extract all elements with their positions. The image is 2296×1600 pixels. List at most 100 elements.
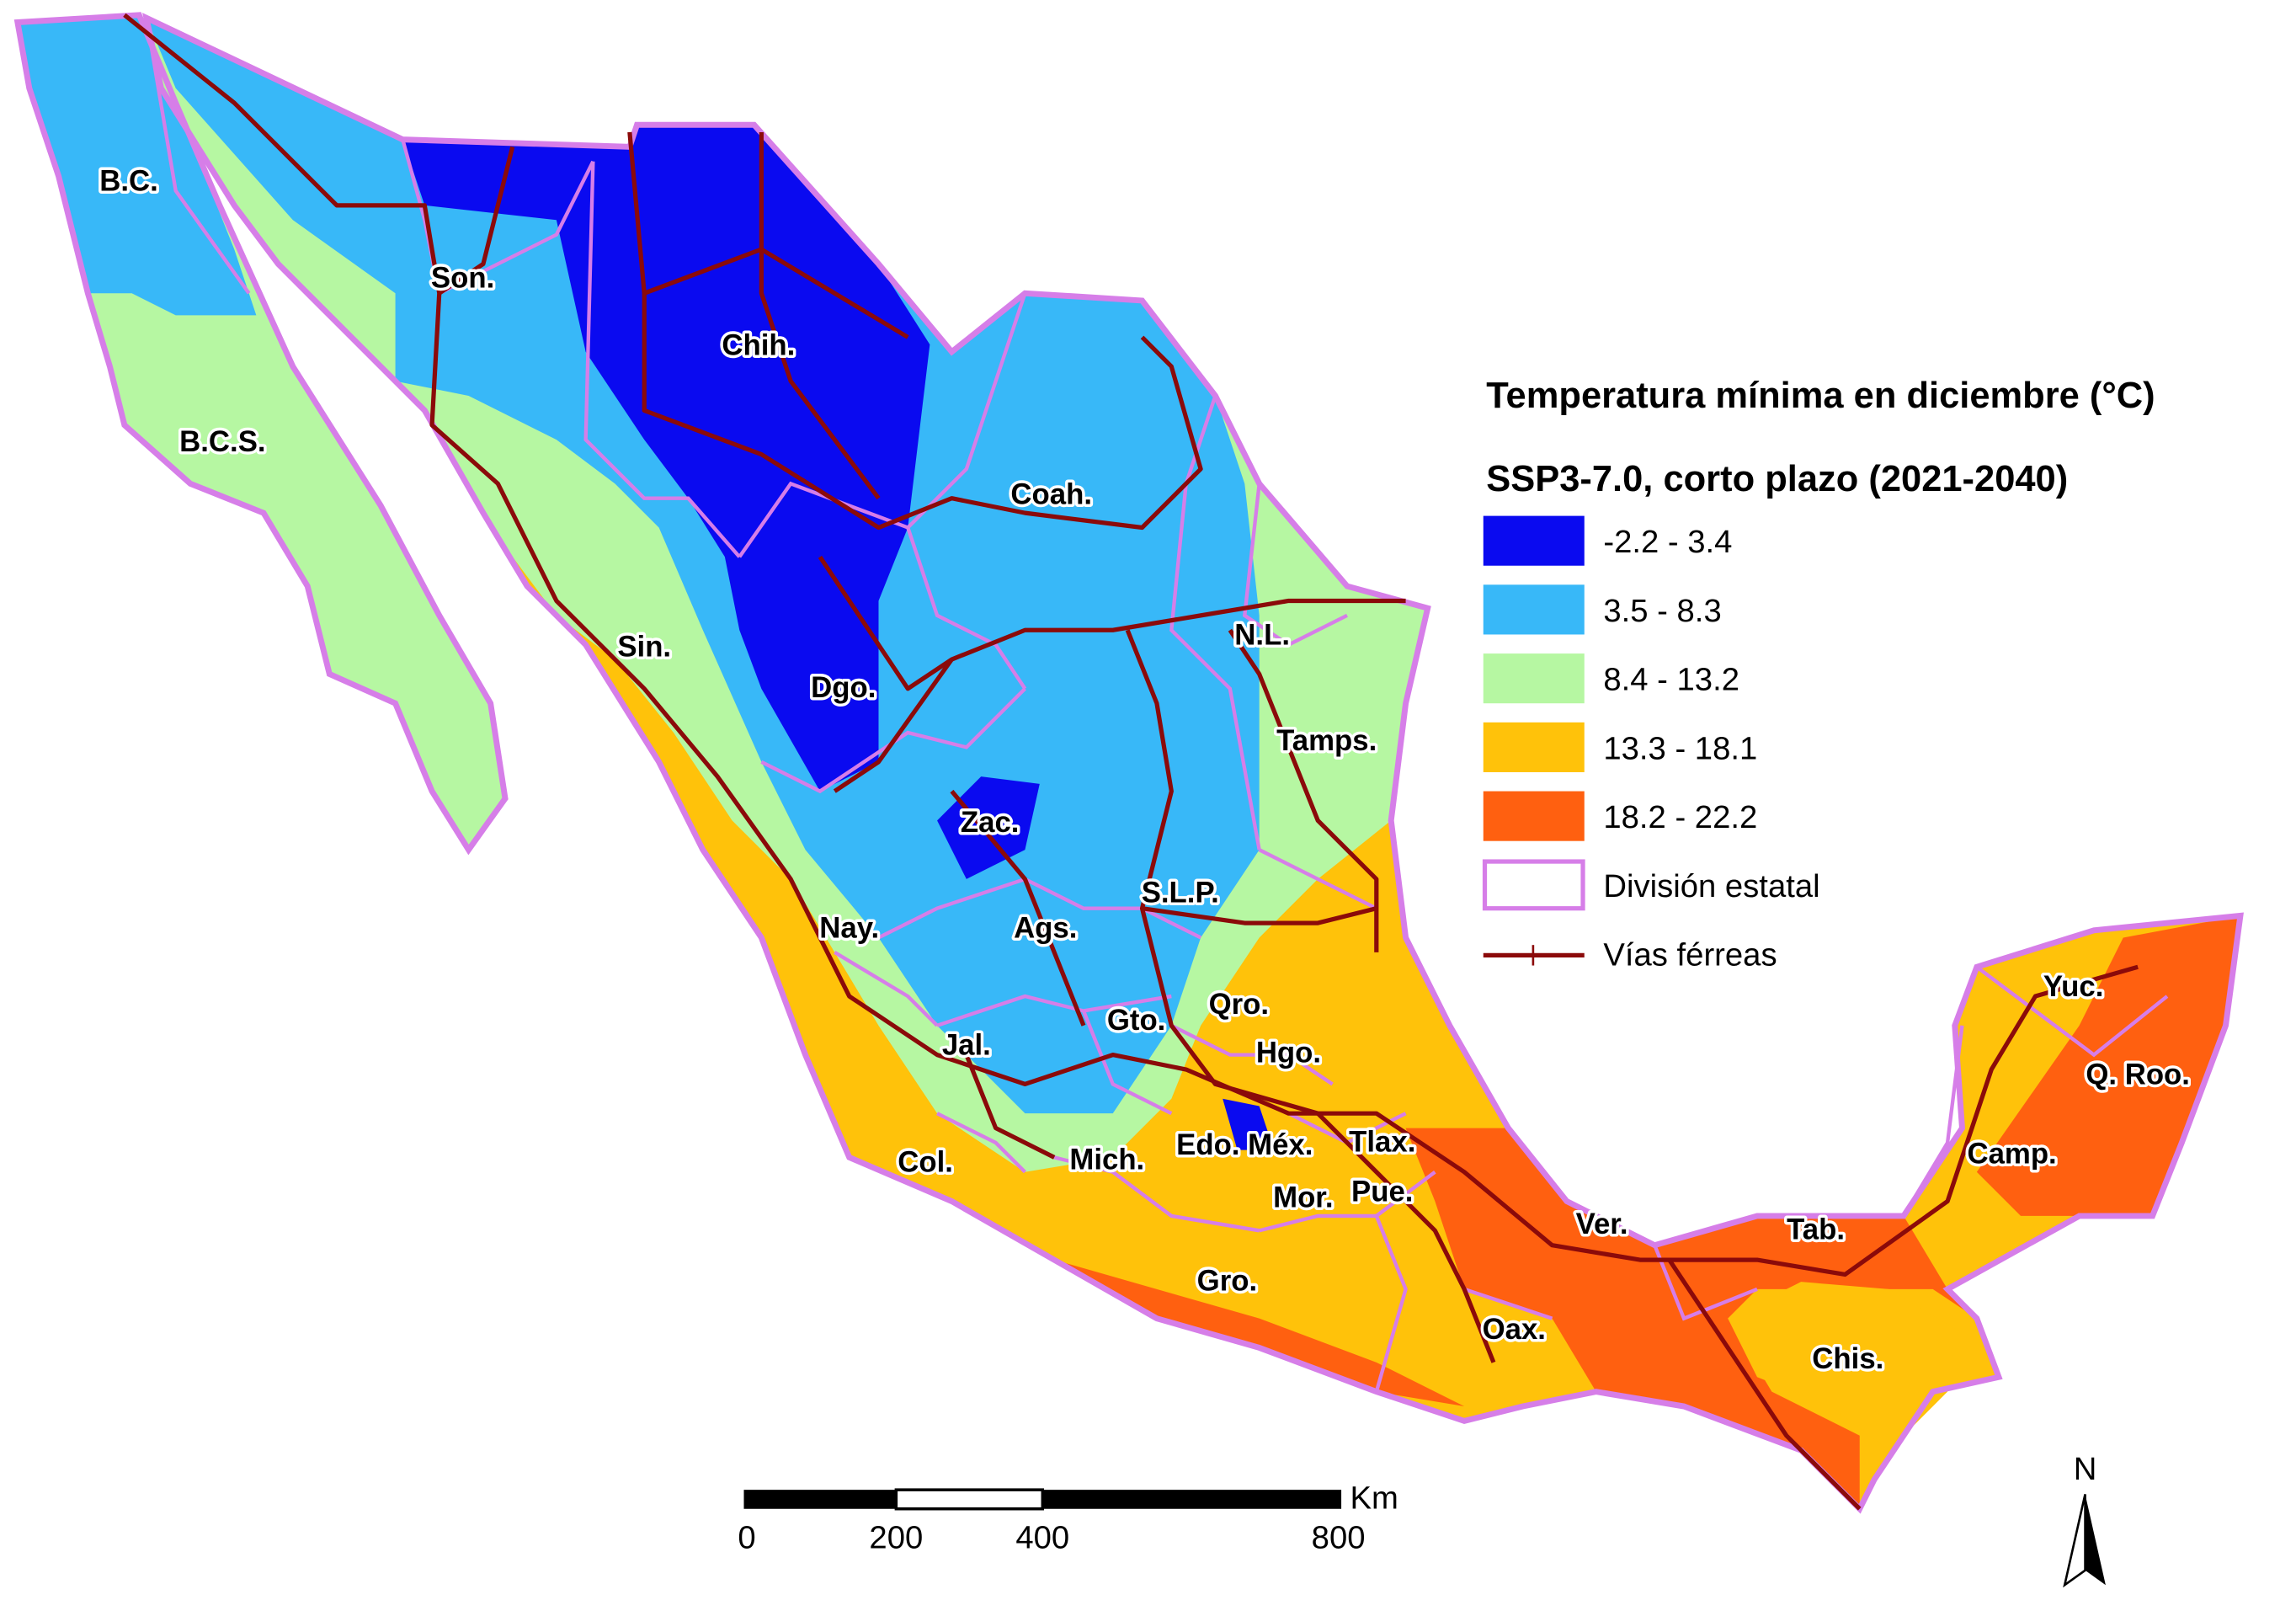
railway: [964, 1053, 1056, 1160]
state-label: Zac.: [961, 807, 1020, 839]
state-labels: B.C. Son. Chih. B.C.S. Coah. N.L. Sin. Dgo. Tamp…: [97, 163, 2193, 1378]
state-border: [1902, 1025, 1964, 1218]
railway: [123, 13, 2139, 1277]
scale-label: 800: [1312, 1520, 1366, 1556]
state-label: B.C.: [99, 166, 158, 198]
state-label: Mich.: [1069, 1144, 1144, 1176]
north-arrow-left: [2063, 1494, 2086, 1588]
north-arrow: N: [2063, 1451, 2106, 1588]
state-label: Ver.: [1576, 1208, 1628, 1240]
railway: [1667, 1258, 1862, 1511]
state-label: Tab.: [1787, 1214, 1845, 1246]
state-label: Sin.: [617, 632, 671, 664]
state-label: Chih.: [722, 329, 795, 361]
state-border: [1653, 1244, 1758, 1321]
state-label: Son.: [431, 262, 494, 294]
state-label: Gto.: [1107, 1005, 1166, 1037]
climate-zone: [1054, 1260, 1465, 1407]
scale-label: 400: [1015, 1520, 1069, 1556]
state-label: Hgo.: [1256, 1037, 1321, 1069]
scale-unit: Km: [1350, 1480, 1398, 1517]
railway: [1228, 628, 1379, 952]
railway: [818, 555, 1406, 691]
state-border: [1259, 1171, 1436, 1233]
railway: [643, 247, 909, 339]
scale-segment: [743, 1490, 897, 1509]
state-border: [1463, 1287, 1553, 1320]
state-label: Ags.: [1014, 912, 1077, 944]
state-border: [877, 877, 1202, 940]
railway: [627, 131, 1203, 531]
legend-title: Temperatura mínima en diciembre (°C): [1486, 376, 2155, 416]
state-border: [1258, 848, 1377, 910]
railway: [1142, 906, 1377, 925]
scale-segment: [1042, 1490, 1342, 1509]
scale-label: 0: [738, 1520, 755, 1556]
railway: [759, 131, 881, 500]
legend: -2.2 - 3.4 3.5 - 8.3 8.4 - 13.2 13.3 - 18.1…: [1482, 515, 1820, 973]
state-label: Dgo.: [811, 672, 876, 704]
state-border: [1053, 1155, 1260, 1233]
climate-zone: [1223, 1098, 1275, 1150]
scale-segment: [894, 1488, 1045, 1511]
legend-subtitle: SSP3-7.0, corto plazo (2021-2040): [1486, 459, 2068, 499]
state-label: Pue.: [1351, 1176, 1413, 1208]
state-label: Gro.: [1197, 1266, 1257, 1298]
state-label: B.C.S.: [179, 426, 265, 458]
state-label: Jal.: [942, 1030, 991, 1062]
state-border: [936, 994, 1172, 1027]
legend-swatch: [1483, 653, 1585, 704]
country-outline: [13, 12, 509, 856]
state-label: Oax.: [1483, 1314, 1546, 1346]
legend-label: División estatal: [1603, 868, 1819, 904]
scale-bar: 0 200 400 800 Km: [738, 1480, 1398, 1556]
north-label: N: [2074, 1451, 2097, 1487]
climate-zone: [402, 125, 930, 792]
legend-label: 3.5 - 8.3: [1603, 593, 1721, 629]
north-arrow-right: [2085, 1494, 2106, 1586]
legend-label: 8.4 - 13.2: [1603, 662, 1739, 698]
legend-swatch: [1483, 722, 1585, 772]
map-layers: [13, 12, 2244, 1514]
legend-swatch: [1482, 859, 1585, 911]
state-border: [906, 526, 1027, 691]
legend-label: 18.2 - 22.2: [1603, 799, 1757, 835]
climate-zone: [1976, 915, 2240, 1216]
railway: [1316, 1112, 1496, 1363]
railway: [833, 658, 954, 793]
state-label: Qro.: [1209, 989, 1269, 1021]
state-label: S.L.P.: [1142, 877, 1219, 909]
railway: [438, 146, 515, 296]
state-label: Mor.: [1273, 1181, 1333, 1213]
state-label: Yuc.: [2043, 971, 2104, 1003]
state-label: Col.: [898, 1147, 953, 1179]
state-label: Edo. Méx.: [1176, 1129, 1313, 1161]
state-label: N.L.: [1234, 620, 1290, 652]
railway: [950, 789, 1086, 1027]
climate-zone: [1405, 1128, 1977, 1509]
state-label: Tlax.: [1349, 1126, 1415, 1158]
state-label: Tamps.: [1276, 725, 1377, 757]
legend-swatch: [1483, 515, 1585, 566]
climate-zone: [1728, 1282, 1963, 1451]
state-border: [144, 17, 251, 295]
state-border: [1170, 1023, 1334, 1086]
state-border: [583, 161, 741, 558]
scale-label: 200: [869, 1520, 923, 1556]
legend-swatch: [1483, 584, 1585, 635]
state-label: Q. Roo.: [2086, 1059, 2190, 1091]
legend-label: -2.2 - 3.4: [1603, 524, 1732, 560]
state-label: Chis.: [1812, 1343, 1883, 1375]
state-border: [936, 1112, 1026, 1174]
state-border: [1374, 1215, 1408, 1393]
state-border: [1242, 483, 1348, 648]
state-border: [834, 951, 939, 1027]
legend-swatch: [1483, 791, 1585, 841]
legend-label: 13.3 - 18.1: [1603, 730, 1757, 766]
state-border: [1975, 965, 2169, 1058]
legend-label: Vías férreas: [1603, 937, 1777, 973]
state-label: Nay.: [819, 912, 879, 944]
